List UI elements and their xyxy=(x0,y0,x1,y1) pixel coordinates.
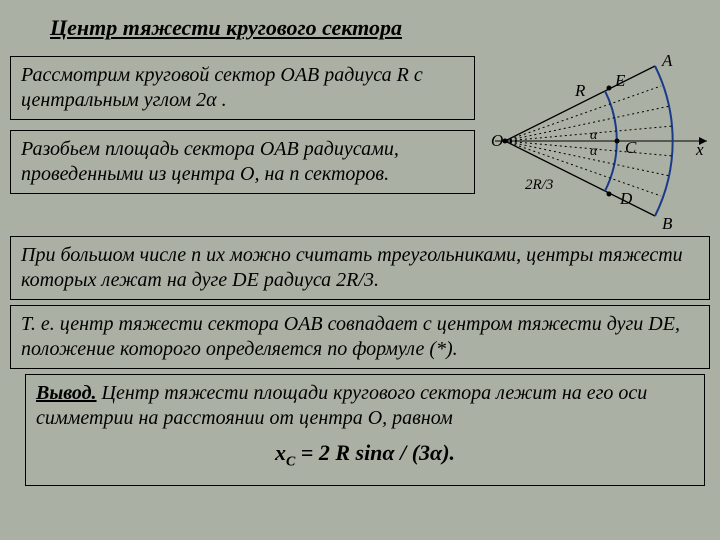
conclusion-label: Вывод. xyxy=(36,382,97,404)
svg-text:x: x xyxy=(695,140,704,159)
paragraph-4: Т. е. центр тяжести сектора OAB совпадае… xyxy=(10,305,710,369)
svg-text:α: α xyxy=(590,144,598,159)
svg-text:α: α xyxy=(590,128,598,143)
page-title: Центр тяжести кругового сектора xyxy=(50,15,710,41)
svg-text:R: R xyxy=(574,81,586,100)
paragraph-1: Рассмотрим круговой сектор OAB радиуса R… xyxy=(10,56,475,120)
formula: xC = 2 R sinα / (3α). xyxy=(36,439,694,471)
conclusion-box: Вывод. Центр тяжести площади кругового с… xyxy=(25,374,705,486)
svg-text:2R/3: 2R/3 xyxy=(525,177,553,193)
svg-text:E: E xyxy=(614,71,626,90)
svg-text:O: O xyxy=(491,131,503,150)
svg-text:C: C xyxy=(625,138,637,157)
conclusion-text: Центр тяжести площади кругового сектора … xyxy=(36,382,647,429)
sector-diagram: O A B C D E R x 2R/3 α α xyxy=(485,51,710,231)
svg-text:A: A xyxy=(661,51,673,70)
paragraph-2: Разобьем площадь сектора OAB радиусами, … xyxy=(10,130,475,194)
svg-text:B: B xyxy=(662,214,673,231)
paragraph-3: При большом числе n их можно считать тре… xyxy=(10,236,710,300)
svg-text:D: D xyxy=(619,189,633,208)
